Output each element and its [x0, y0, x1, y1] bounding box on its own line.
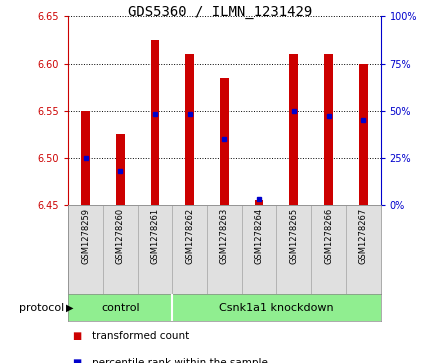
Bar — [311, 205, 346, 294]
Bar — [116, 134, 125, 205]
Bar — [207, 205, 242, 294]
Text: GSM1278264: GSM1278264 — [255, 208, 264, 264]
Text: GDS5360 / ILMN_1231429: GDS5360 / ILMN_1231429 — [128, 5, 312, 20]
Text: GSM1278266: GSM1278266 — [324, 208, 333, 264]
Text: protocol: protocol — [18, 303, 64, 313]
Bar — [172, 205, 207, 294]
Bar — [150, 40, 159, 205]
Text: GSM1278260: GSM1278260 — [116, 208, 125, 264]
Bar — [346, 205, 381, 294]
Bar — [290, 54, 298, 205]
Text: percentile rank within the sample: percentile rank within the sample — [92, 358, 268, 363]
Text: ■: ■ — [73, 331, 82, 341]
Text: GSM1278267: GSM1278267 — [359, 208, 368, 264]
Text: GSM1278263: GSM1278263 — [220, 208, 229, 264]
Bar — [324, 54, 333, 205]
Bar — [185, 54, 194, 205]
Bar — [242, 205, 276, 294]
Text: GSM1278262: GSM1278262 — [185, 208, 194, 264]
Text: Csnk1a1 knockdown: Csnk1a1 knockdown — [219, 303, 334, 313]
Bar — [138, 205, 172, 294]
Text: ▶: ▶ — [66, 303, 73, 313]
Bar — [103, 205, 138, 294]
Bar — [359, 64, 367, 205]
Bar — [68, 205, 103, 294]
Text: control: control — [101, 303, 139, 313]
Text: transformed count: transformed count — [92, 331, 190, 341]
Bar — [220, 78, 229, 205]
Text: GSM1278265: GSM1278265 — [290, 208, 298, 264]
Text: ■: ■ — [73, 358, 82, 363]
Bar — [255, 200, 264, 205]
Bar — [276, 205, 311, 294]
Text: GSM1278261: GSM1278261 — [150, 208, 159, 264]
Text: GSM1278259: GSM1278259 — [81, 208, 90, 264]
Bar — [81, 111, 90, 205]
